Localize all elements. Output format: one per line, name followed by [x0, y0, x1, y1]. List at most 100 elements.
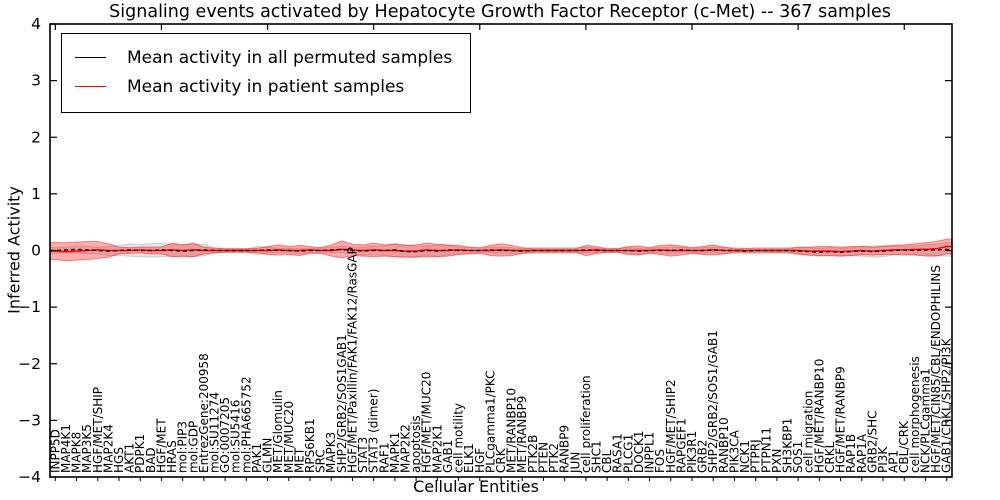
- x-tick-label: PTK2: [547, 443, 561, 473]
- x-tick-label: cell morphogenesis: [908, 356, 922, 473]
- x-tick-label: NCK1: [738, 440, 752, 473]
- y-tick-label: 3: [31, 72, 41, 90]
- x-tick-label: mol:PIP3: [176, 421, 190, 473]
- x-axis-title: Cellular Entities: [413, 477, 539, 496]
- x-tick-label: mol:GDP: [186, 421, 200, 473]
- x-tick-label: SH3KBP1: [781, 418, 795, 473]
- x-tick-label: PIK3R1: [685, 431, 699, 473]
- y-tick-label: 1: [31, 185, 41, 203]
- x-tick-label: PTPRJ: [749, 439, 763, 473]
- x-tick-label: FOS: [653, 449, 667, 473]
- x-tick-label: NCK/PLCgamma1: [918, 368, 932, 473]
- x-tick-label: PXN: [770, 449, 784, 473]
- x-tick-label: INPPL1: [643, 432, 657, 473]
- x-tick-label: SHP2/GRB2/SOS1GAB1: [335, 334, 349, 473]
- x-tick-label: cell proliferation: [579, 375, 593, 473]
- legend-entry-permuted: Mean activity in all permuted samples: [75, 43, 452, 72]
- x-tick-label: PLCgamma1/PKC: [483, 370, 497, 473]
- x-tick-label: MET/RANBP10: [505, 388, 519, 473]
- x-tick-label: HGF/MET/RANBP10: [812, 359, 826, 473]
- x-tick-label: CRK: [494, 447, 508, 473]
- x-tick-label: cell migration: [802, 391, 816, 473]
- x-tick-label: PDPK1: [133, 434, 147, 473]
- legend: Mean activity in all permuted samples Me…: [61, 33, 472, 113]
- x-tick-label: HGF/MET: [154, 418, 168, 473]
- x-tick-label: mol:PHA665752: [239, 376, 253, 473]
- y-tick-label: 0: [31, 242, 41, 260]
- x-tick-label: RAP1B: [844, 434, 858, 473]
- x-tick-label: cell motility: [452, 403, 466, 473]
- x-tick-label: CBL/CRK: [897, 420, 911, 473]
- x-tick-label: MAP2K1: [430, 424, 444, 473]
- x-tick-label: HGF/MET/Paxillin/FAK1/FAK12/RasGAP: [345, 247, 359, 473]
- x-tick-label: RANBP9: [558, 425, 572, 473]
- x-tick-label: AKT1: [123, 443, 137, 473]
- x-tick-label: GO:0007205: [218, 397, 232, 473]
- x-tick-label: MAPK8: [70, 432, 84, 473]
- x-tick-label: PAK1: [250, 443, 264, 473]
- x-tick-label: RAP1A: [855, 433, 869, 473]
- x-tick-label: MAP2K4: [101, 424, 115, 473]
- x-tick-label: RPS6KB1: [303, 418, 317, 473]
- x-tick-label: HGS: [112, 447, 126, 473]
- legend-entry-patient: Mean activity in patient samples: [75, 72, 452, 101]
- y-tick-label: −2: [18, 355, 41, 373]
- x-tick-label: HGF/MET/RANBP9: [834, 366, 848, 473]
- x-tick-label: RAF1: [377, 442, 391, 473]
- x-tick-label: SRC: [314, 449, 328, 473]
- x-tick-label: GRB2: [696, 439, 710, 473]
- chart-title: Signaling events activated by Hepatocyte…: [109, 2, 891, 22]
- x-tick-label: HGF/MET/CIN85/CBL/ENDOPHILINS: [929, 265, 943, 473]
- x-tick-label: HGF/MET/MUC20: [420, 372, 434, 473]
- x-tick-label: CRKL: [823, 441, 837, 473]
- x-tick-label: GAB1/CRKL/SHP2/PI3K: [940, 337, 954, 473]
- x-tick-label: PTEN: [536, 442, 550, 473]
- legend-label: Mean activity in patient samples: [127, 76, 405, 97]
- x-tick-label: STAT3: [356, 437, 370, 473]
- y-tick-label: 4: [31, 15, 41, 33]
- x-tick-label: DOCK1: [632, 430, 646, 473]
- x-tick-label: GRB2/SHC: [865, 410, 879, 473]
- x-tick-label: MAP3K5: [80, 424, 94, 473]
- x-tick-label: MAPK1: [388, 432, 402, 473]
- x-tick-label: GAB1: [441, 440, 455, 473]
- x-tick-label: MAPK3: [324, 432, 338, 473]
- x-tick-label: HGF/MET/SHIP2: [664, 379, 678, 473]
- x-tick-label: MAP2K2: [398, 424, 412, 473]
- x-tick-label: RASA1: [611, 433, 625, 473]
- y-tick-label: −3: [18, 411, 41, 429]
- x-tick-label: PTK2B: [526, 435, 540, 473]
- x-tick-label: HGF: [473, 448, 487, 473]
- mean-line-permuted: [50, 248, 952, 253]
- x-tick-label: mol:SU5416: [229, 400, 243, 473]
- y-tick-label: −4: [18, 468, 41, 486]
- x-tick-label: CBL: [600, 449, 614, 473]
- x-tick-label: MET/Glomulin: [271, 390, 285, 473]
- x-tick-label: INPP5D: [48, 429, 62, 473]
- x-tick-label: MET/RANBP9: [515, 396, 529, 473]
- x-tick-label: MET: [292, 447, 306, 473]
- x-tick-label: GLMN: [261, 438, 275, 473]
- legend-line-sample-black: [75, 57, 106, 58]
- legend-line-sample-red: [75, 86, 106, 87]
- x-tick-label: MET/MUC20: [282, 401, 296, 473]
- x-tick-label: apoptosis: [409, 415, 423, 473]
- y-tick-label: 2: [31, 128, 41, 146]
- x-tick-label: MAP4K1: [59, 424, 73, 473]
- x-tick-label: BAD: [144, 447, 158, 473]
- x-tick-label: EntrezGene:200958: [197, 353, 211, 473]
- y-tick-label: −1: [18, 298, 41, 316]
- x-tick-label: PI3K: [876, 446, 890, 473]
- x-tick-label: HRAS: [165, 440, 179, 473]
- x-tick-label: AP1: [887, 450, 901, 473]
- x-tick-label: PLCG1: [621, 434, 635, 473]
- x-tick-label: RANBP10: [717, 417, 731, 473]
- x-tick-label: STAT3 (dimer): [367, 389, 381, 473]
- x-tick-label: ELK1: [462, 443, 476, 473]
- legend-label: Mean activity in all permuted samples: [127, 47, 453, 68]
- x-tick-label: SHC1: [590, 440, 604, 473]
- x-tick-label: SHP2/GRB2/SOS1/GAB1: [706, 330, 720, 473]
- x-tick-label: HGF/MET/SHIP: [91, 387, 105, 473]
